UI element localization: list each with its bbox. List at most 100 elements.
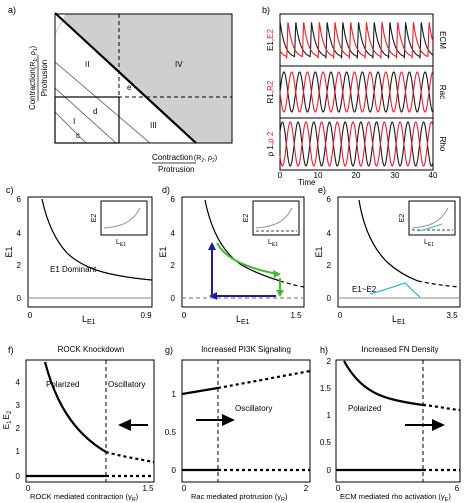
panel-f-region-left: Polarized	[46, 380, 79, 389]
panel-h-ytick-15: 1.5	[320, 384, 332, 393]
phase-line-1	[54, 61, 151, 144]
panel-a-xlabel: Contraction(R2, ρ2) Protrusion	[152, 153, 217, 174]
xlabel-protrusion: Protrusion	[158, 165, 194, 174]
panel-e-ylabel: E1	[314, 246, 324, 257]
ylabel-protrusion: Protrusion	[40, 60, 49, 96]
panel-g-title: Increased PI3K Signaling	[201, 345, 291, 354]
xlabel-sub4: 2	[212, 158, 215, 164]
panel-c-ytick-6: 6	[17, 195, 22, 204]
panel-a: a) II IV e d I c III Contraction(R1, ρ1)…	[8, 5, 233, 174]
panel-d-ytick-2: 2	[171, 261, 176, 270]
panel-d-ytick-4: 4	[171, 229, 176, 238]
panel-b-xlabel: Time	[298, 178, 316, 187]
panel-d-frame	[181, 196, 305, 308]
rho-label: Rho	[438, 137, 447, 152]
panel-f-frame	[25, 359, 155, 483]
panel-h-xtick-0: 0	[336, 484, 341, 493]
panel-e-curve	[358, 199, 419, 282]
panel-e-xtick-end: 3.5	[446, 311, 458, 320]
panel-f-ytick-1: 1	[16, 447, 21, 456]
svg-text:E1: E1	[158, 246, 168, 257]
rho-trace-1	[279, 121, 434, 167]
xlabel-sub: (R	[194, 155, 201, 162]
panel-b-row-3-frame	[279, 117, 434, 171]
ylabel-sub4: 1	[33, 48, 39, 51]
xlabel-contraction: Contraction	[152, 153, 193, 162]
panel-c-curve	[41, 198, 153, 281]
panel-h-frame	[335, 359, 461, 483]
region-label-I: I	[73, 117, 75, 126]
panel-b-row-1-right: ECM	[438, 31, 447, 49]
panel-b-xtick-30: 30	[391, 171, 400, 180]
panel-d: d) 6 4 2 0 0 1.5 E1 LE1 E2 LE1	[158, 185, 305, 326]
panel-d-curve	[204, 199, 281, 282]
panel-h-xtick-end: 6	[455, 484, 460, 493]
region-label-d: d	[93, 107, 97, 116]
panel-h: h) Increased FN Density Polarized 2 1.5 …	[320, 345, 461, 503]
panel-g-xlabel: Rac mediated protrusion (γR)	[191, 492, 288, 503]
panel-f-curve	[43, 361, 107, 453]
inset-d-ylabel: E2	[243, 214, 250, 223]
panel-d-ylabel: E1	[158, 246, 168, 257]
panel-b-xtick-40: 40	[429, 171, 438, 180]
panel-a-ylabel: Contraction(R1, ρ1) Protrusion	[28, 46, 49, 110]
panel-g: g) Increased PI3K Signaling Oscillatory …	[165, 345, 311, 503]
panel-e-curve-dashed	[417, 280, 461, 288]
panel-d-curve-dashed	[279, 280, 305, 288]
panel-g-label: g)	[165, 345, 173, 355]
panel-h-xlabel: ECM mediated rho activation (γE)	[340, 492, 451, 503]
region-label-c: c	[76, 131, 80, 140]
svg-text:E1: E1	[314, 246, 324, 257]
panel-c-label: c)	[6, 185, 14, 195]
panel-e-xtick-0: 0	[338, 311, 343, 320]
panel-h-curve-dashed	[422, 403, 461, 412]
panel-h-label: h)	[320, 345, 328, 355]
panel-f-title: ROCK Knockdown	[58, 345, 125, 354]
ylabel-contraction: Contraction	[28, 69, 37, 110]
panel-b-row-2-ylabel: R1,R2	[266, 80, 275, 103]
panel-h-title: Increased FN Density	[362, 345, 439, 354]
panel-c-ytick-2: 2	[17, 261, 22, 270]
svg-text:R1,R2: R1,R2	[266, 80, 275, 103]
panel-c: c) E1 Dominant 6 4 2 0 0 0.9 E1 LE1 E2 L…	[4, 185, 153, 326]
panel-d-ytick-6: 6	[171, 195, 176, 204]
row2-ylabel-sep: ,	[266, 91, 275, 93]
panel-f: f) ROCK Knockdown Polarized Oscillatory …	[2, 345, 155, 503]
svg-text:E1,E2: E1,E2	[266, 29, 275, 51]
xlabel-sub5: )	[215, 155, 217, 162]
panel-h-curve	[343, 360, 424, 407]
row2-ylabel-b: R2	[266, 80, 275, 91]
panel-d-ytick-0: 0	[171, 294, 176, 303]
panel-h-ytick-05: 0.5	[320, 438, 332, 447]
ylabel-sub3: , ρ	[30, 51, 37, 59]
panel-d-green-arrow	[216, 242, 279, 275]
ecm-label: ECM	[438, 31, 447, 49]
inset-c-xlabel: LE1	[116, 239, 126, 248]
panel-c-frame	[27, 196, 153, 308]
panel-e-xlabel: LE1	[392, 314, 406, 326]
region-label-II: II	[85, 60, 89, 69]
panel-f-label: f)	[8, 345, 14, 355]
panel-b-row-3-right: Rho	[438, 137, 447, 152]
panel-h-ytick-1: 1	[327, 411, 332, 420]
panel-h-ytick-2: 2	[327, 357, 332, 366]
panel-d-label: d)	[162, 185, 170, 195]
ecm-trace-1	[279, 22, 434, 59]
inset-e-ylabel: E2	[399, 214, 406, 223]
rac-label: Rac	[438, 85, 447, 99]
svg-text:E1: E1	[4, 246, 14, 257]
panel-g-xtick-end: 2	[304, 484, 309, 493]
panel-c-xtick-end: 0.9	[140, 311, 152, 320]
panel-e-frame	[337, 196, 461, 308]
panel-e-cyan-curve	[369, 282, 421, 298]
panel-a-frame	[54, 13, 233, 144]
panel-e-ytick-0: 0	[327, 294, 332, 303]
panel-h-ytick-0: 0	[327, 466, 332, 475]
ylabel-sub: (R	[30, 62, 37, 69]
panel-e-annotation: E1~E2	[352, 285, 377, 294]
panel-h-region-left: Polarized	[348, 404, 381, 413]
panel-f-ylabel: E1E2	[2, 410, 13, 429]
panel-g-xtick-0: 0	[182, 484, 187, 493]
rac-trace-2	[279, 71, 434, 113]
inset-d-xlabel: LE1	[268, 239, 278, 248]
